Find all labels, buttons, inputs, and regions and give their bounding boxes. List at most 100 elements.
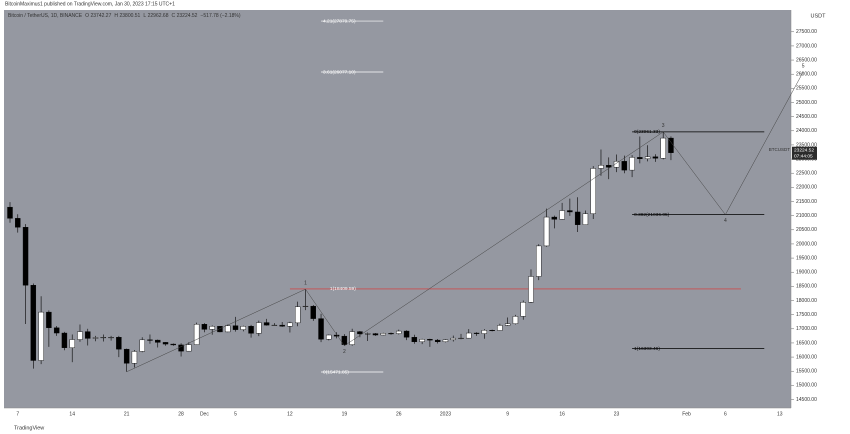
candle-body: [69, 339, 75, 348]
candle-body: [489, 330, 495, 332]
candle-body: [388, 333, 394, 335]
plot-area: [4, 10, 791, 408]
candle-body: [481, 330, 488, 334]
legend-item: 23800.51: [119, 13, 140, 19]
y-tick-label: 24500.00: [796, 114, 817, 120]
candle-body: [434, 339, 441, 343]
x-tick-label: 16: [559, 411, 565, 417]
candle-body: [442, 339, 449, 343]
legend-item: 23224.52: [177, 13, 198, 19]
x-tick-label: 19: [342, 411, 348, 417]
y-tick-label: 20000.00: [796, 241, 817, 247]
candle-body: [201, 324, 208, 330]
fib-label: 3.61(26077.10): [323, 69, 356, 75]
candle-body: [411, 337, 418, 343]
x-tick-label: Feb: [682, 411, 691, 417]
y-tick-label: 21500.00: [796, 199, 817, 205]
candle-body: [279, 324, 285, 327]
candle-body: [92, 337, 99, 339]
y-tick-label: 20500.00: [796, 227, 817, 233]
candle-body: [295, 306, 301, 324]
y-tick-label: 18000.00: [796, 298, 817, 304]
candle-body: [326, 334, 332, 340]
price-tag: [792, 146, 817, 160]
candle-body: [450, 337, 456, 341]
candle-body: [310, 305, 316, 319]
candle-body: [349, 331, 355, 345]
wave-line: [725, 71, 804, 215]
candle-body: [53, 327, 60, 334]
candle-body: [613, 161, 620, 168]
x-tick-label: 12: [287, 411, 293, 417]
y-tick-label: 15500.00: [796, 369, 817, 375]
candle-body: [30, 285, 37, 361]
y-tick-label: 27500.00: [796, 29, 817, 35]
candle-body: [621, 161, 628, 171]
wave-label: 5: [802, 63, 805, 69]
wave-label: 1: [304, 281, 307, 287]
candle-body: [372, 333, 379, 336]
legend-item: 22962.68: [148, 13, 169, 19]
candle-body: [287, 322, 293, 327]
candle-body: [232, 325, 239, 330]
candle-body: [458, 337, 464, 339]
candle-body: [466, 332, 472, 339]
x-tick-label: 21: [124, 411, 130, 417]
candle-body: [256, 322, 262, 334]
candle-body: [396, 330, 402, 334]
candle-body: [100, 337, 107, 339]
candle-body: [582, 213, 589, 225]
price-countdown: 07:44:05: [794, 153, 813, 159]
legend-item: H: [114, 13, 118, 19]
legend: Bitcoin / TetherUS, 1D, BINANCE O 23742.27…: [8, 13, 241, 19]
x-tick-label: 14: [69, 411, 75, 417]
candle-body: [567, 210, 573, 213]
candle-body: [341, 335, 348, 345]
fib-label: 0.382(21036.05): [634, 212, 670, 218]
y-tick-label: 17000.00: [796, 326, 817, 332]
candle-body: [217, 326, 223, 333]
legend-item: 23742.27: [91, 13, 112, 19]
candle-body: [660, 137, 666, 159]
candle-body: [170, 343, 176, 346]
candle-body: [598, 165, 604, 169]
candle-body: [520, 302, 526, 317]
legend-item: L: [143, 13, 146, 19]
footer: TradingView: [14, 425, 44, 431]
wave-label: 2: [343, 349, 346, 355]
candle-body: [38, 311, 44, 361]
x-tick-label: 6: [724, 411, 727, 417]
y-tick-label: 25500.00: [796, 86, 817, 92]
x-tick-label: 28: [178, 411, 184, 417]
y-tick-label: 15000.00: [796, 383, 817, 389]
x-tick-label: 26: [396, 411, 402, 417]
candle-body: [271, 324, 278, 326]
candle-body: [652, 156, 659, 159]
candle-body: [427, 339, 433, 341]
candle-body: [248, 326, 254, 334]
candle-body: [147, 339, 153, 341]
legend-item: −517.78 (−2.18%): [200, 13, 240, 19]
y-tick-label: 14500.00: [796, 397, 817, 403]
candle-body: [629, 157, 635, 171]
candle-body: [46, 311, 52, 329]
candle-body: [403, 330, 410, 338]
y-tick-label: 23500.00: [796, 142, 817, 148]
candle-body: [7, 206, 13, 219]
candle-body: [193, 324, 200, 345]
x-tick-label: Dec: [200, 411, 209, 417]
candle-body: [419, 339, 425, 343]
candle-body: [116, 337, 122, 350]
wave-line: [344, 131, 664, 346]
candle-body: [473, 332, 480, 334]
candle-body: [131, 351, 138, 364]
candle-body: [574, 211, 581, 225]
candle-body: [162, 342, 169, 345]
candle-body: [559, 210, 565, 220]
candle-body: [504, 323, 511, 326]
legend-item: O: [85, 13, 89, 19]
y-tick-label: 24000.00: [796, 128, 817, 134]
fib-label: 1(16303.46): [634, 346, 660, 352]
candle-body: [240, 326, 246, 330]
